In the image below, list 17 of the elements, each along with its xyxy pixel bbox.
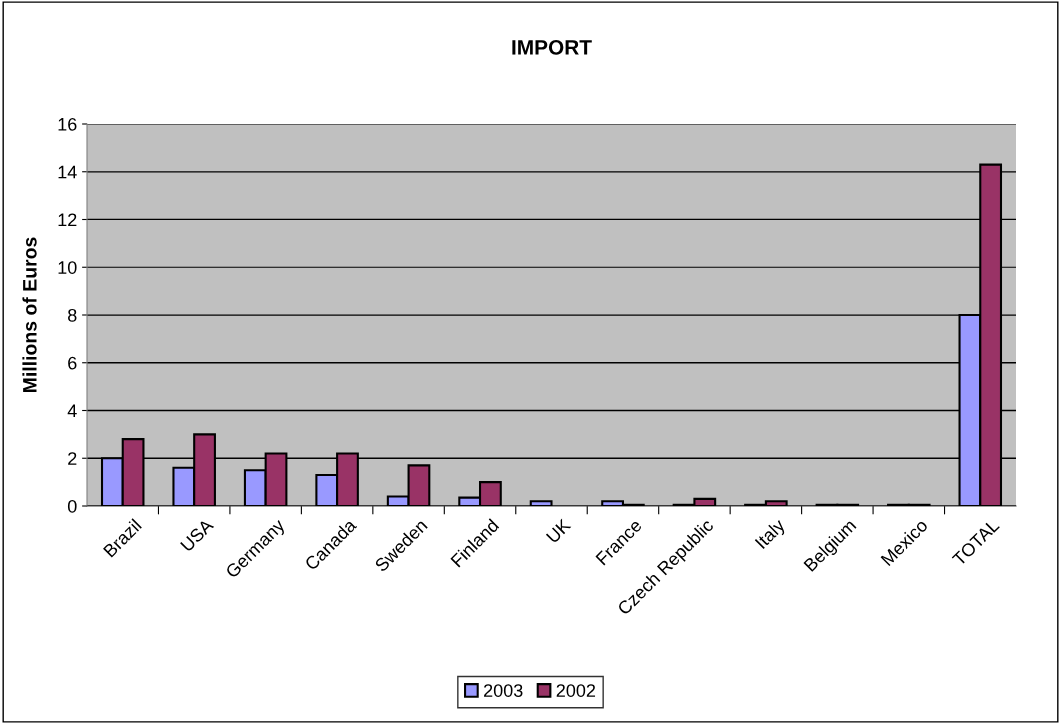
- bar: [529, 500, 553, 506]
- y-tick-label: 2: [68, 452, 77, 465]
- x-tick-label: Italy: [754, 517, 789, 552]
- legend-label: 2003: [484, 684, 523, 697]
- y-tick-label: 10: [58, 261, 77, 274]
- x-tick-label: UK: [545, 518, 572, 544]
- chart-title: IMPORT: [512, 40, 592, 55]
- y-axis-title: Millions of Euros: [22, 237, 37, 393]
- y-tick-label: 8: [68, 308, 77, 322]
- legend-label: 2002: [556, 684, 596, 697]
- y-tick-label: 16: [58, 117, 77, 131]
- y-tick-label: 4: [67, 404, 77, 418]
- y-tick-label: 12: [58, 213, 77, 227]
- x-tick-label: USA: [179, 517, 215, 553]
- y-tick-label: 14: [58, 165, 77, 179]
- y-tick-label: 6: [68, 356, 77, 370]
- y-tick-label: 0: [67, 499, 77, 513]
